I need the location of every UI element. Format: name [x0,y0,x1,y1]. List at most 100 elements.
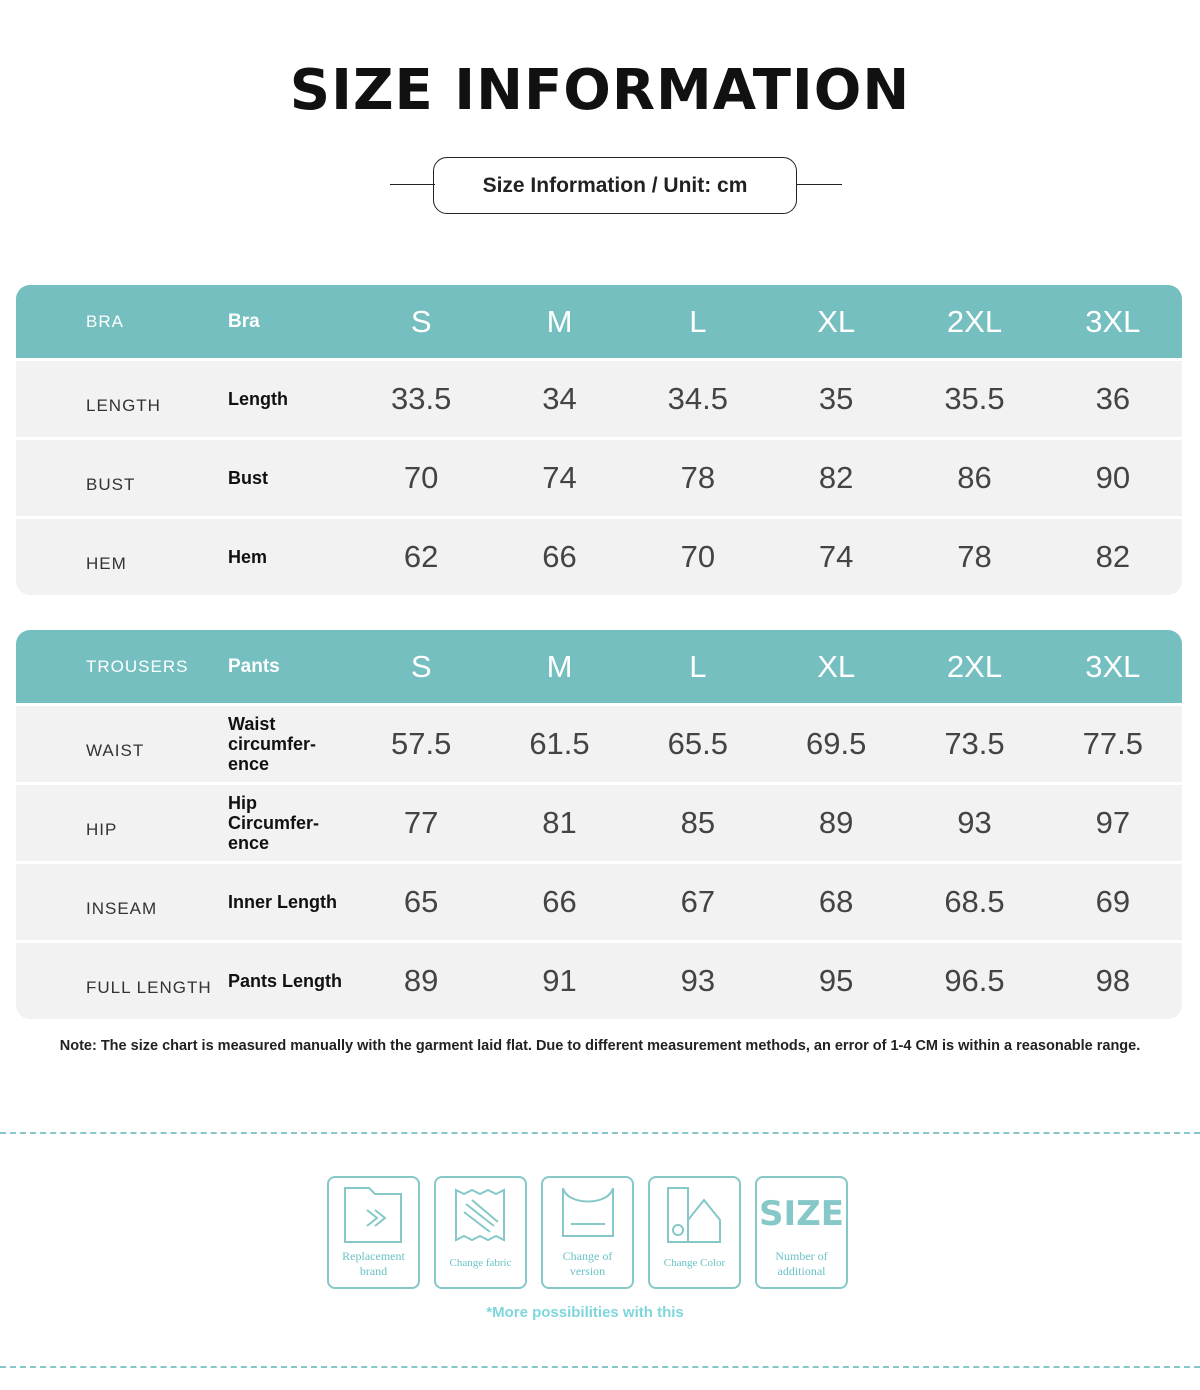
divider [0,1366,1200,1368]
feature-label: Change Color [663,1257,726,1269]
table-cell: 93 [680,963,716,998]
table-cell: HIP [86,820,118,839]
icon-text: SIZE [758,1194,845,1234]
header-cell: 2XL [946,648,1003,684]
icon [344,1187,402,1243]
table-cell: Pants Length [228,971,343,991]
feature-label: Change fabric [449,1257,512,1269]
table-cell: 65.5 [667,726,728,761]
table-cell: 73.5 [944,726,1005,761]
size-table: TROUSERS Pants S M L XL 2XL 3XL WAIST Waist circu… [16,630,1182,1019]
table-cell: 82 [1095,539,1131,574]
table-cell: 89 [403,963,439,998]
table-cell: WAIST [86,741,145,760]
features: Replacement brand Change fabric Change o… [327,1176,848,1289]
table-cell: Inner Length [228,892,337,912]
header-cell: XL [817,303,856,339]
table-cell: 33.5 [390,381,452,416]
divider [0,1132,1200,1134]
table-cell: LENGTH [86,396,161,415]
table-cell: 78 [957,539,992,574]
table-row: FULL LENGTH Pants Length 89 91 93 95 96.5 98 [16,940,1182,1019]
table-cell: 93 [957,805,992,840]
feature: SIZE Number of additional [755,1176,848,1289]
feature: Replacement brand [327,1176,420,1289]
table-row: HEM Hem 62 66 70 74 78 82 [16,516,1182,595]
table-cell: 89 [818,805,854,840]
table-row: HIP Hip Circumfer-ence 77 81 85 89 93 97 [16,782,1182,861]
feature: Change fabric [434,1176,527,1289]
icon [455,1188,505,1242]
table-cell: 97 [1095,805,1131,840]
table-cell: 68 [818,884,854,919]
table-cell: 35 [818,381,854,416]
table-cell: Bust [228,468,268,488]
table-cell: Waist circumfer-ence [228,714,317,774]
table-cell: 36 [1095,381,1131,416]
table-cell: Hip Circumfer-ence [228,793,320,853]
table-cell: HEM [86,554,127,573]
table-cell: 66 [542,539,577,574]
table-cell: INSEAM [86,899,158,918]
table-cell: 68.5 [944,884,1005,919]
table-row: LENGTH Length 33.5 34 34.5 35 35.5 36 [16,358,1182,437]
table-cell: 77.5 [1082,726,1143,761]
table-cell: 86 [957,460,992,495]
features-note: *More possibilities with this [486,1304,684,1321]
header-cell: 2XL [946,303,1003,339]
feature-label: Replacement brand [342,1249,405,1278]
header-cell: 3XL [1085,303,1141,339]
table-cell: 67 [680,884,716,919]
table-cell: 34.5 [667,381,728,416]
feature: Change of version [541,1176,634,1289]
header-cell: S [410,648,432,684]
table-cell: 69.5 [805,726,867,761]
header-cell: S [410,303,432,339]
table-cell: 62 [403,539,439,574]
feature-label: Number of additional [775,1249,828,1278]
table-cell: 96.5 [944,963,1005,998]
table-cell: 34 [542,381,577,416]
size-table: BRA Bra S M L XL 2XL 3XL LENGTH Length 33.5 34 34.5 3… [16,285,1182,595]
header-cell: BRA [86,311,124,331]
rule [797,184,842,185]
table-cell: Length [228,389,288,409]
icon [562,1187,614,1237]
icon [667,1187,721,1243]
table-cell: 91 [542,963,577,998]
table-cell: 90 [1095,460,1131,495]
table-cell: 81 [542,805,577,840]
table-cell: FULL LENGTH [86,978,212,997]
note: Note: The size chart is measured manuall… [59,1038,1141,1054]
table-cell: 74 [818,539,854,574]
header-cell: Bra [228,310,260,332]
header-cell: Pants [228,655,280,677]
table-cell: 82 [818,460,854,495]
table-cell: 74 [542,460,577,495]
header-cell: L [689,303,707,339]
header-cell: TROUSERS [86,656,189,676]
feature: Change Color [648,1176,741,1289]
table-cell: 65 [403,884,439,919]
table-cell: 78 [680,460,716,495]
rule [390,184,435,185]
table-cell: BUST [86,475,136,494]
table-row: WAIST Waist circumfer-ence 57.5 61.5 65.5 69.… [16,703,1182,782]
table-cell: 61.5 [529,726,590,761]
table-row: BUST Bust 70 74 78 82 86 90 [16,437,1182,516]
table-cell: 98 [1095,963,1131,998]
header-cell: M [546,648,573,684]
table-cell: 35.5 [944,381,1005,416]
title: SIZE INFORMATION [289,58,911,123]
table-row: INSEAM Inner Length 65 66 67 68 68.5 69 [16,861,1182,940]
table-cell: 85 [680,805,716,840]
header-cell: L [689,648,707,684]
table-cell: 70 [680,539,716,574]
header-cell: XL [817,648,856,684]
header-cell: 3XL [1085,648,1141,684]
table-cell: 95 [818,963,854,998]
table-cell: 77 [403,805,439,840]
feature-label: Change of version [562,1249,613,1278]
header-cell: M [546,303,573,339]
